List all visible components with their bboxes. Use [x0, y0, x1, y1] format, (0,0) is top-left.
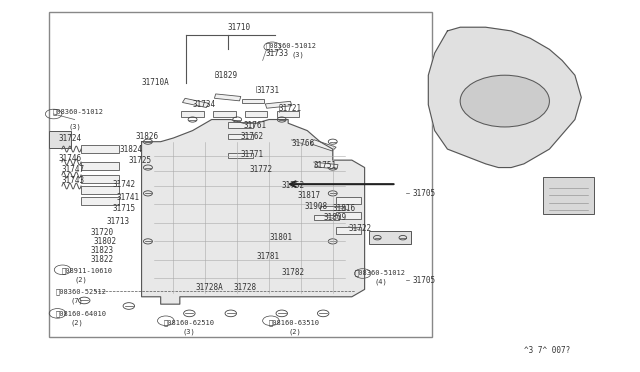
Text: 31705: 31705: [412, 276, 436, 285]
Bar: [81, 186, 119, 194]
Text: 31734: 31734: [193, 100, 216, 109]
Text: ^3 7^ 007?: ^3 7^ 007?: [524, 346, 570, 355]
Bar: [336, 227, 362, 234]
Bar: [315, 163, 338, 169]
Text: (2): (2): [75, 277, 88, 283]
Text: 31742: 31742: [113, 180, 136, 189]
Text: 31752: 31752: [282, 182, 305, 190]
Text: 31771: 31771: [241, 150, 264, 159]
Bar: [182, 98, 209, 108]
FancyBboxPatch shape: [49, 131, 71, 148]
Bar: [266, 101, 292, 108]
Text: ⒲08160-62510: ⒲08160-62510: [164, 319, 215, 326]
Bar: [81, 161, 119, 170]
Bar: [213, 111, 236, 117]
Text: 31705: 31705: [412, 189, 436, 198]
Bar: [81, 197, 119, 205]
Text: 31782: 31782: [282, 268, 305, 277]
Text: Ⓞ08911-10610: Ⓞ08911-10610: [62, 267, 113, 274]
Text: 31741: 31741: [116, 193, 140, 202]
Text: (3): (3): [183, 328, 196, 335]
Text: 31715: 31715: [113, 203, 136, 213]
Text: (7): (7): [70, 297, 83, 304]
Text: 31731: 31731: [256, 86, 280, 94]
Text: 31762: 31762: [241, 132, 264, 141]
Text: 31733: 31733: [266, 49, 289, 58]
Text: 31823: 31823: [91, 246, 114, 255]
Text: 31766: 31766: [291, 139, 314, 148]
Text: 31826: 31826: [135, 132, 158, 141]
Text: 31908: 31908: [304, 202, 327, 211]
Bar: [81, 145, 119, 153]
Bar: [245, 111, 268, 117]
Text: 31724: 31724: [59, 134, 82, 142]
Text: 31743: 31743: [62, 176, 85, 185]
Text: 31728A: 31728A: [196, 283, 223, 292]
Text: 31747: 31747: [62, 165, 85, 174]
Bar: [277, 111, 300, 117]
Text: 31802: 31802: [94, 237, 117, 246]
Text: ⒲08160-64010: ⒲08160-64010: [56, 310, 106, 317]
Text: 31822: 31822: [91, 255, 114, 264]
Polygon shape: [428, 27, 581, 167]
Bar: [336, 198, 362, 204]
Text: 31746: 31746: [59, 154, 82, 163]
Bar: [181, 111, 204, 117]
Text: 31725: 31725: [129, 155, 152, 165]
Bar: [214, 94, 241, 101]
Text: (2): (2): [288, 328, 301, 335]
Text: (3): (3): [291, 52, 304, 58]
Text: Ⓝ08360-51012: Ⓝ08360-51012: [266, 42, 317, 49]
Bar: [228, 122, 253, 128]
Bar: [314, 215, 339, 219]
Text: 31722: 31722: [349, 224, 372, 233]
Text: Ⓝ08360-51012: Ⓝ08360-51012: [52, 109, 104, 115]
Text: 31816: 31816: [333, 203, 356, 213]
Bar: [320, 206, 346, 211]
Text: 31720: 31720: [91, 228, 114, 237]
Text: (2): (2): [70, 320, 83, 326]
Text: Ⓝ08360-52512: Ⓝ08360-52512: [56, 288, 106, 295]
Bar: [49, 13, 431, 337]
Text: (3): (3): [68, 124, 81, 130]
Text: 31710: 31710: [228, 23, 251, 32]
Text: 31817: 31817: [298, 191, 321, 200]
FancyBboxPatch shape: [369, 231, 411, 244]
Text: 31721: 31721: [278, 104, 301, 113]
Polygon shape: [141, 119, 365, 304]
Text: 31801: 31801: [269, 233, 292, 242]
Text: 31728: 31728: [234, 283, 257, 292]
Text: Ⓝ08360-51012: Ⓝ08360-51012: [355, 269, 406, 276]
Text: 31772: 31772: [250, 165, 273, 174]
Bar: [228, 134, 253, 139]
Text: ⒲08160-63510: ⒲08160-63510: [269, 319, 320, 326]
Bar: [81, 174, 119, 183]
Circle shape: [460, 75, 549, 127]
Bar: [242, 99, 264, 103]
Text: (4): (4): [374, 279, 387, 285]
Bar: [228, 153, 253, 158]
Text: 31713: 31713: [106, 217, 130, 225]
Text: 31809: 31809: [323, 213, 346, 222]
FancyBboxPatch shape: [543, 177, 594, 214]
Bar: [310, 140, 336, 151]
Bar: [336, 212, 362, 219]
Text: 31824: 31824: [119, 145, 142, 154]
Text: 31761: 31761: [244, 121, 267, 129]
Text: 31710A: 31710A: [141, 78, 170, 87]
Text: 31751: 31751: [314, 161, 337, 170]
Text: 31829: 31829: [215, 71, 238, 80]
Text: 31781: 31781: [256, 251, 280, 261]
